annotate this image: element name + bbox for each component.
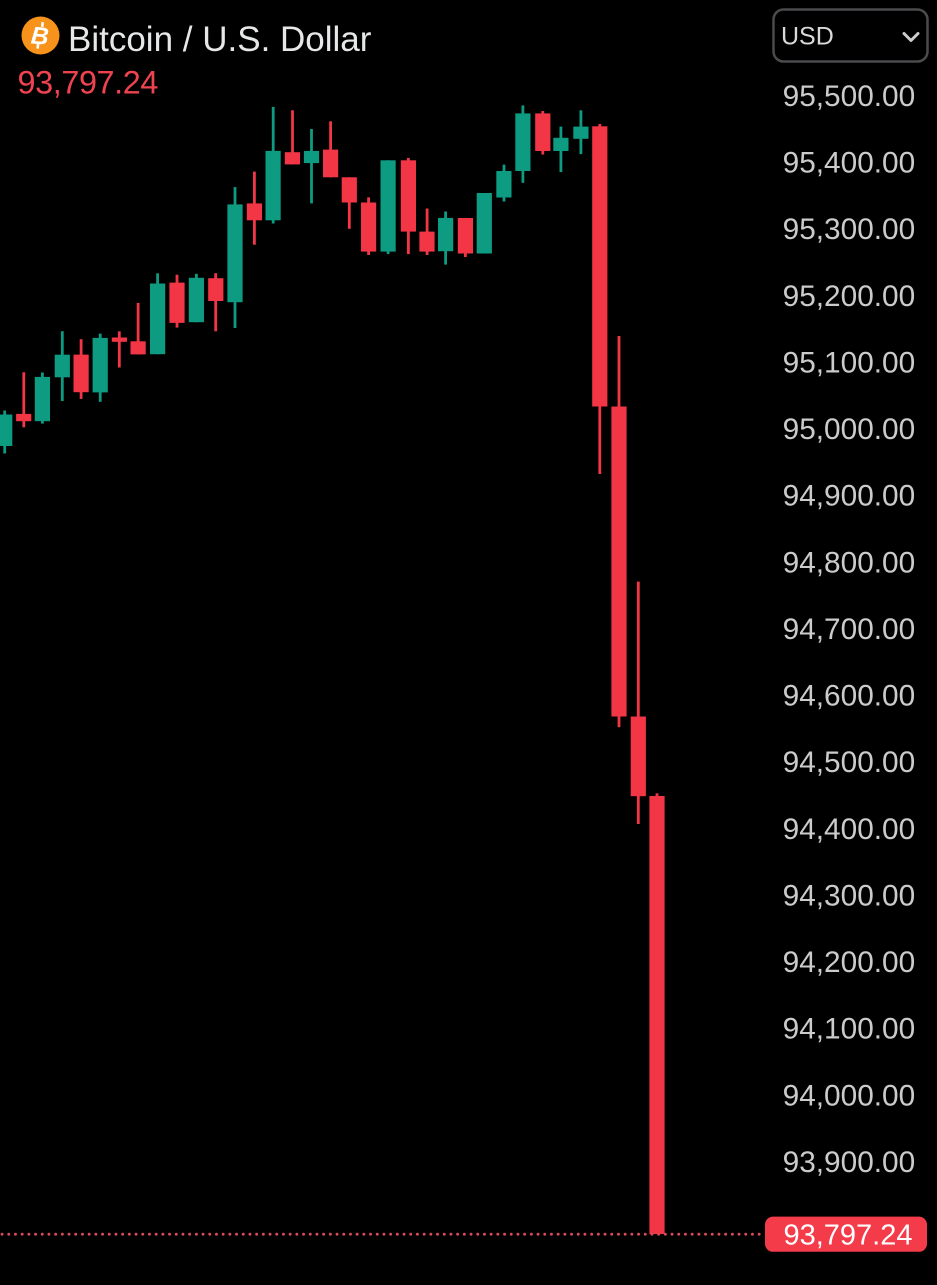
svg-text:94,000.00: 94,000.00 (783, 1079, 916, 1112)
svg-text:94,900.00: 94,900.00 (783, 480, 916, 513)
svg-text:95,200.00: 95,200.00 (783, 280, 916, 313)
svg-text:93,797.24: 93,797.24 (783, 1219, 912, 1251)
svg-text:95,000.00: 95,000.00 (783, 413, 916, 446)
svg-text:94,100.00: 94,100.00 (783, 1013, 916, 1046)
svg-text:B: B (30, 22, 50, 50)
svg-text:95,400.00: 95,400.00 (783, 147, 916, 180)
svg-text:Bitcoin / U.S. Dollar: Bitcoin / U.S. Dollar (68, 20, 372, 59)
svg-text:94,300.00: 94,300.00 (783, 879, 916, 912)
svg-text:93,900.00: 93,900.00 (783, 1146, 916, 1179)
svg-text:USD: USD (781, 23, 834, 51)
svg-text:94,500.00: 94,500.00 (783, 746, 916, 779)
svg-text:95,300.00: 95,300.00 (783, 213, 916, 246)
svg-text:95,500.00: 95,500.00 (783, 80, 916, 113)
svg-text:94,800.00: 94,800.00 (783, 546, 916, 579)
svg-text:94,200.00: 94,200.00 (783, 946, 916, 979)
svg-text:95,100.00: 95,100.00 (783, 347, 916, 380)
svg-text:94,400.00: 94,400.00 (783, 813, 916, 846)
svg-text:94,600.00: 94,600.00 (783, 680, 916, 713)
svg-text:93,797.24: 93,797.24 (18, 65, 159, 101)
svg-text:94,700.00: 94,700.00 (783, 613, 916, 646)
